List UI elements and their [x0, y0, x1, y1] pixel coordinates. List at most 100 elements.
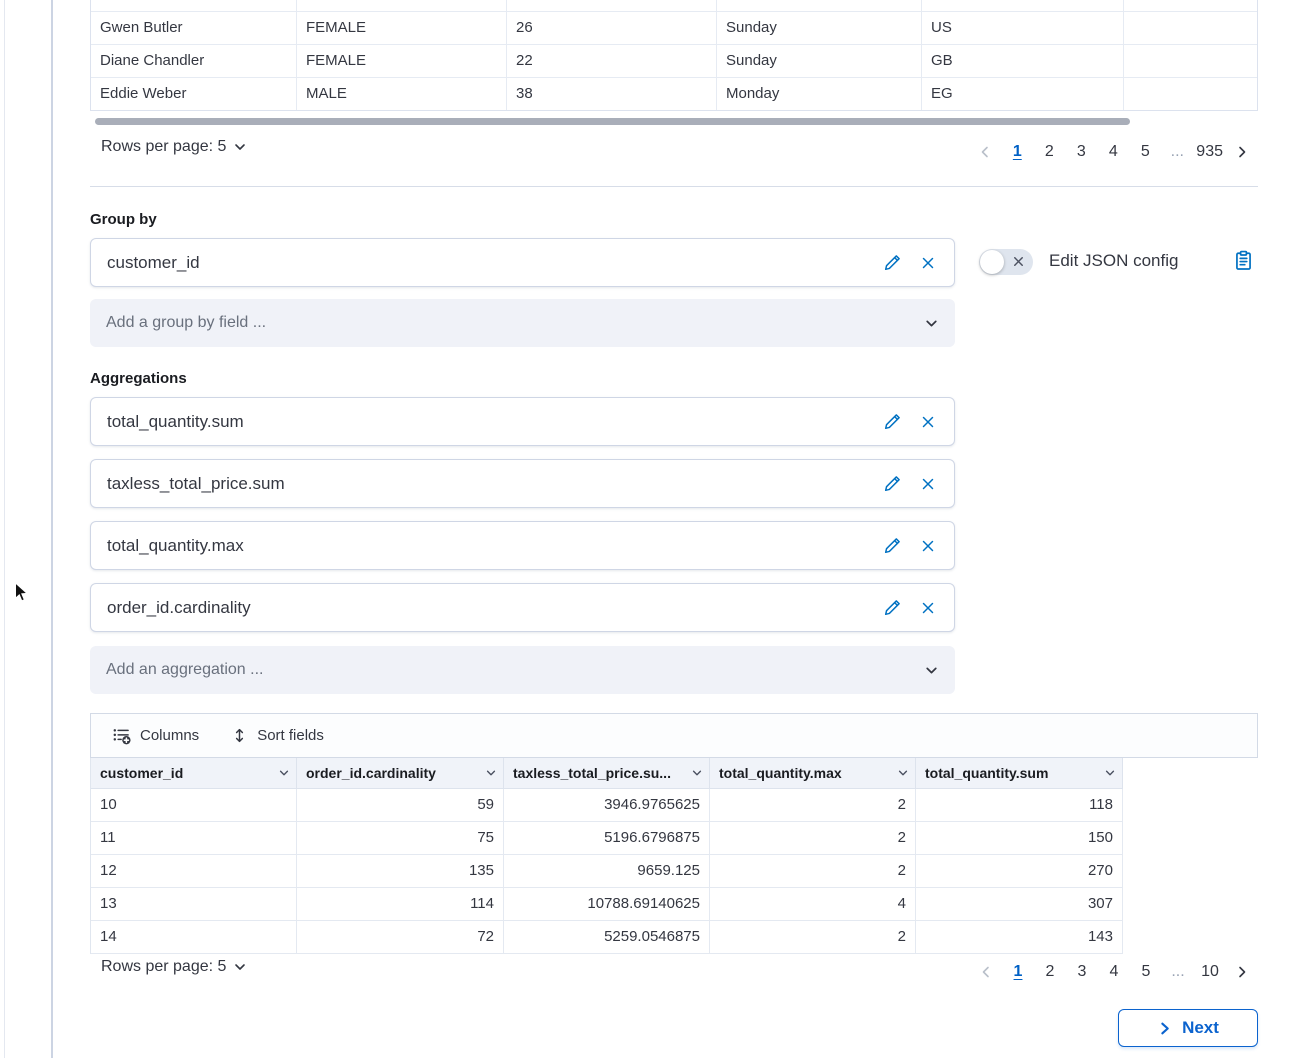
add-aggregation-field[interactable]: Add an aggregation ...	[90, 646, 955, 694]
page-ellipsis: ...	[1171, 963, 1185, 980]
horizontal-scrollbar[interactable]	[95, 118, 1130, 125]
grid-header-cell: order_id.cardinality	[297, 758, 504, 789]
grid-row: 10 59 3946.9765625 2 118	[91, 789, 1123, 822]
chevron-right-icon[interactable]	[1229, 138, 1255, 166]
pencil-icon[interactable]	[880, 596, 904, 620]
pencil-icon[interactable]	[880, 472, 904, 496]
table-row: Diane Chandler FEMALE 22 Sunday GB	[91, 44, 1257, 77]
grid-row: 11 75 5196.6796875 2 150	[91, 822, 1123, 855]
page-number[interactable]: 2	[1045, 963, 1055, 980]
cell-age: 38	[506, 78, 716, 110]
cell-age: 22	[506, 45, 716, 77]
rows-per-page-button[interactable]: Rows per page: 5	[101, 138, 247, 156]
page-number[interactable]: 4	[1109, 963, 1119, 980]
group-by-item: customer_id	[90, 238, 955, 287]
cell-day: Monday	[716, 78, 921, 110]
aggregation-item-name: total_quantity.max	[107, 535, 244, 555]
page-number[interactable]: 935	[1196, 143, 1223, 160]
page-number[interactable]: 1	[1012, 143, 1022, 160]
page-number[interactable]: 3	[1076, 143, 1086, 160]
page-number[interactable]: 5	[1141, 963, 1151, 980]
page-number[interactable]: 1	[1013, 963, 1023, 980]
cell-country: EG	[921, 78, 1123, 110]
cell-name: Eddie Weber	[100, 85, 187, 102]
sort-arrows-icon	[231, 727, 248, 744]
chevron-down-icon	[924, 663, 939, 678]
cell-gender: MALE	[296, 78, 506, 110]
aggregation-item-name: order_id.cardinality	[107, 597, 251, 617]
table-row: Eddie Weber MALE 38 Monday EG	[91, 77, 1257, 110]
grid-header-cell: customer_id	[91, 758, 297, 789]
cell-gender: FEMALE	[296, 45, 506, 77]
cell-country: US	[921, 12, 1123, 44]
x-icon[interactable]	[916, 472, 940, 496]
chevron-down-icon[interactable]	[1104, 767, 1116, 779]
pivot-preview-grid: customer_id order_id.cardinality taxless…	[90, 758, 1123, 954]
page-number[interactable]: 10	[1201, 963, 1219, 980]
group-by-label: Group by	[90, 211, 157, 228]
chevron-left-icon[interactable]	[973, 958, 999, 986]
table-row-partial	[91, 0, 1257, 11]
page-number[interactable]: 2	[1044, 143, 1054, 160]
aggregation-item-name: total_quantity.sum	[107, 411, 244, 431]
rows-per-page-button[interactable]: Rows per page: 5	[101, 958, 247, 976]
chevron-down-icon	[233, 960, 247, 974]
page-left-border	[4, 0, 5, 1058]
x-icon[interactable]	[916, 596, 940, 620]
chevron-down-icon	[233, 140, 247, 154]
cell-age: 26	[506, 12, 716, 44]
next-button[interactable]: Next	[1118, 1009, 1258, 1047]
pencil-icon[interactable]	[880, 534, 904, 558]
x-icon	[1012, 255, 1025, 273]
grid-row: 14 72 5259.0546875 2 143	[91, 921, 1123, 954]
x-icon[interactable]	[916, 534, 940, 558]
grid-header-cell: total_quantity.max	[710, 758, 916, 789]
chevron-down-icon[interactable]	[897, 767, 909, 779]
sort-fields-button-label: Sort fields	[257, 727, 324, 744]
cell-gender: FEMALE	[296, 12, 506, 44]
source-data-table: Gwen Butler FEMALE 26 Sunday US Diane Ch…	[90, 0, 1258, 111]
page-number[interactable]: 5	[1140, 143, 1150, 160]
add-group-by-placeholder: Add a group by field ...	[106, 314, 267, 331]
table-row: Gwen Butler FEMALE 26 Sunday US	[91, 11, 1257, 44]
cell-day: Sunday	[716, 45, 921, 77]
page-number[interactable]: 3	[1077, 963, 1087, 980]
chevron-down-icon	[924, 316, 939, 331]
cell-day: Sunday	[716, 12, 921, 44]
chevron-left-icon[interactable]	[972, 138, 998, 166]
chevron-right-icon[interactable]	[1229, 958, 1255, 986]
pivot-preview-toolbar: Columns Sort fields	[90, 713, 1258, 758]
pencil-icon[interactable]	[880, 251, 904, 275]
aggregation-item: order_id.cardinality	[90, 583, 955, 632]
list-add-icon	[113, 727, 131, 745]
grid-header-cell: total_quantity.sum	[916, 758, 1123, 789]
chevron-down-icon[interactable]	[691, 767, 703, 779]
chevron-right-icon	[1157, 1021, 1172, 1036]
add-aggregation-placeholder: Add an aggregation ...	[106, 661, 264, 678]
pencil-icon[interactable]	[880, 410, 904, 434]
sort-fields-button[interactable]: Sort fields	[231, 727, 324, 744]
chevron-down-icon[interactable]	[278, 767, 290, 779]
edit-json-toggle[interactable]	[979, 249, 1033, 275]
grid-row: 12 135 9659.125 2 270	[91, 855, 1123, 888]
group-by-item-name: customer_id	[107, 252, 200, 272]
aggregations-label: Aggregations	[90, 370, 187, 387]
x-icon[interactable]	[916, 410, 940, 434]
columns-button[interactable]: Columns	[113, 727, 199, 745]
page-number[interactable]: 4	[1108, 143, 1118, 160]
edit-json-label: Edit JSON config	[1049, 251, 1179, 270]
grid-row: 13 114 10788.69140625 4 307	[91, 888, 1123, 921]
add-group-by-field[interactable]: Add a group by field ...	[90, 299, 955, 347]
source-table-pagination: 1 2 3 4 5 ... 935	[969, 138, 1258, 166]
pivot-pagination: 1 2 3 4 5 ... 10	[970, 958, 1258, 986]
step-connector-line	[51, 0, 53, 1058]
chevron-down-icon[interactable]	[485, 767, 497, 779]
x-icon[interactable]	[916, 251, 940, 275]
grid-header-cell: taxless_total_price.su...	[504, 758, 710, 789]
rows-per-page-label: Rows per page: 5	[101, 138, 227, 155]
aggregation-item: total_quantity.max	[90, 521, 955, 570]
aggregation-item: taxless_total_price.sum	[90, 459, 955, 508]
aggregation-item: total_quantity.sum	[90, 397, 955, 446]
clipboard-icon[interactable]	[1233, 250, 1254, 276]
